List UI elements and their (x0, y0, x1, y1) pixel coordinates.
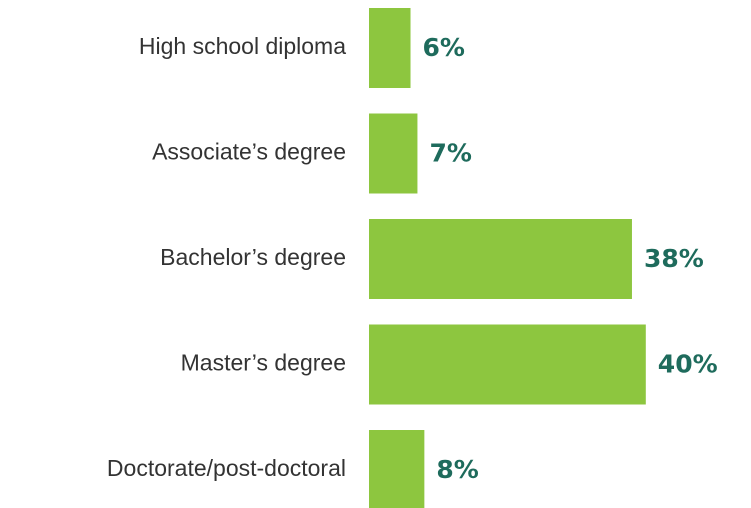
bar (369, 430, 425, 508)
bar (369, 113, 418, 194)
category-label: Associate’s degree (152, 139, 346, 165)
bar (369, 219, 632, 299)
bar (369, 8, 411, 88)
value-label: 6% (423, 33, 465, 62)
category-label: Master’s degree (181, 350, 346, 376)
bar (369, 324, 646, 405)
category-label: Bachelor’s degree (160, 244, 346, 270)
value-label: 40% (658, 350, 718, 379)
category-label: High school diploma (139, 33, 346, 59)
value-label: 7% (429, 139, 471, 168)
value-label: 38% (644, 244, 704, 273)
value-label: 8% (436, 455, 478, 484)
category-label: Doctorate/post-doctoral (107, 455, 346, 481)
